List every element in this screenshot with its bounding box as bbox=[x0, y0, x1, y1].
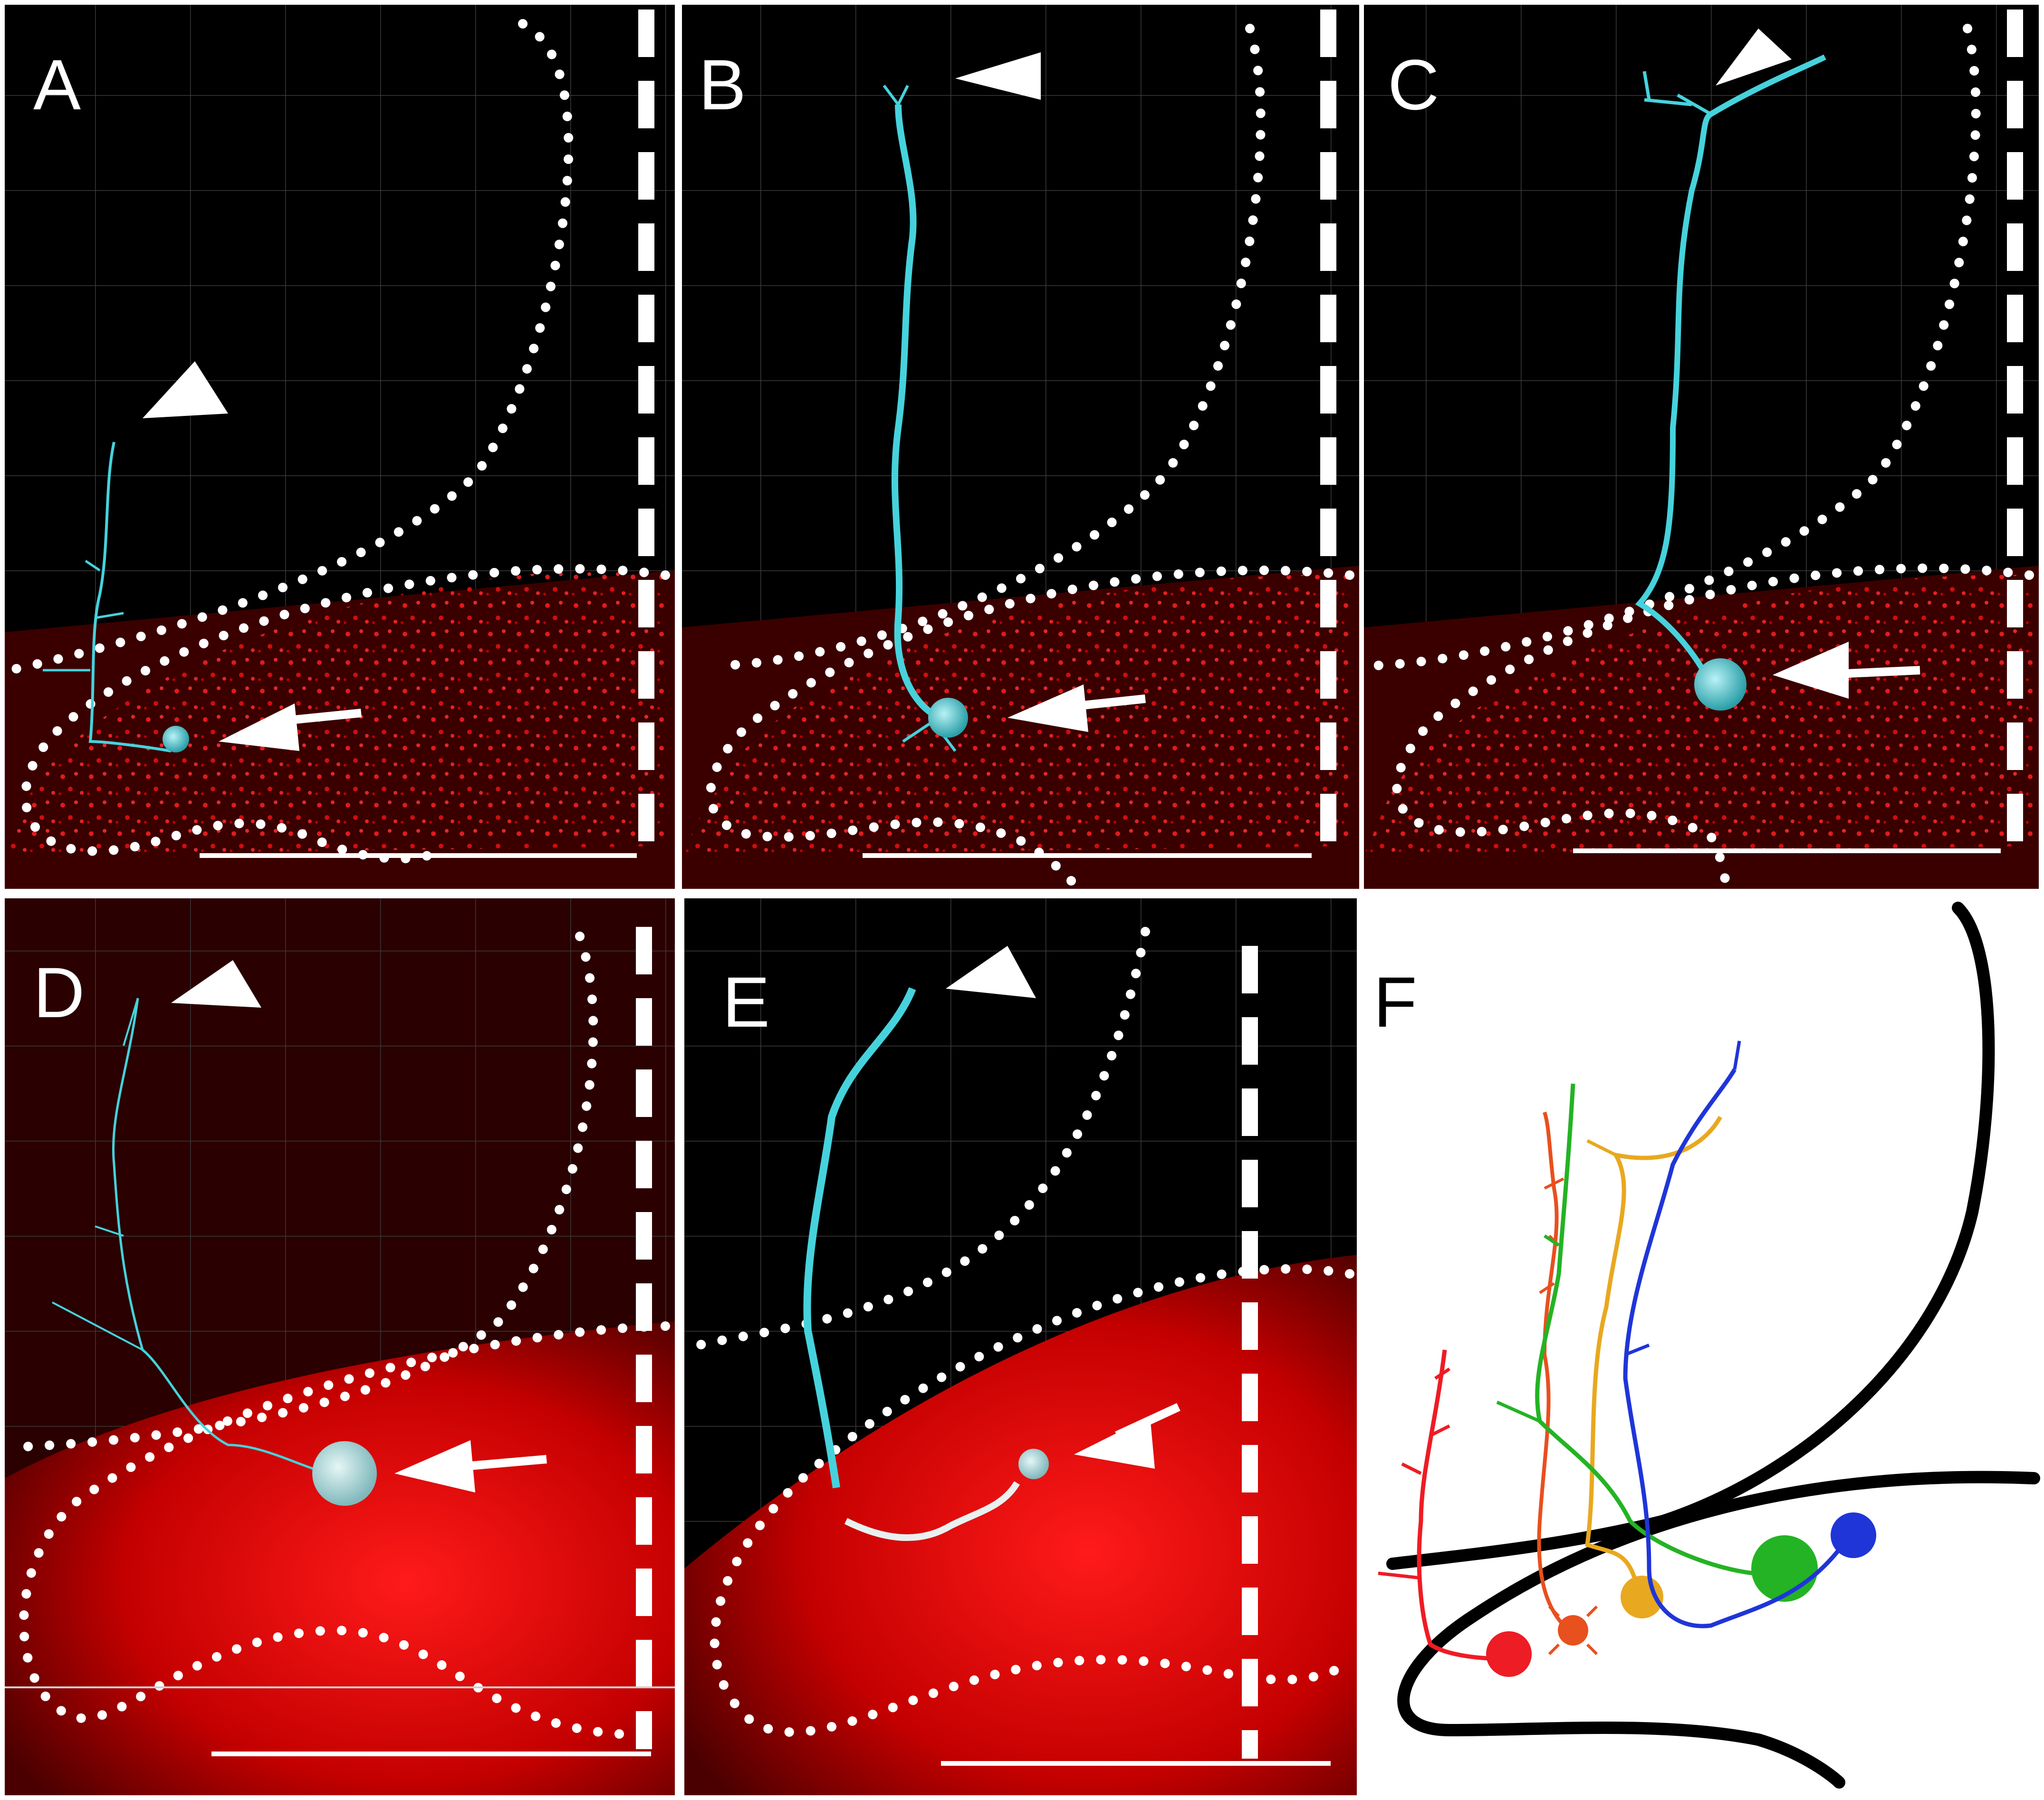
neuron-blue bbox=[1623, 1040, 1876, 1628]
panel-a: A bbox=[5, 5, 675, 889]
soma bbox=[163, 726, 189, 752]
arrowhead-icon bbox=[143, 361, 228, 418]
arrowhead-icon bbox=[955, 52, 1041, 100]
panel-e: E bbox=[684, 898, 1357, 1795]
traced-dendrite bbox=[1635, 54, 1826, 686]
outer-boundary-dotted bbox=[1373, 24, 1981, 670]
arrow-icon bbox=[1008, 684, 1146, 732]
panel-letter: C bbox=[1388, 45, 1439, 125]
traced-axon bbox=[844, 1481, 1020, 1541]
outer-boundary-dotted bbox=[5, 932, 598, 1452]
inner-boundary-dotted bbox=[706, 565, 1354, 889]
panel-b: B bbox=[682, 5, 1359, 889]
arrowhead-icon bbox=[171, 960, 261, 1008]
panel-f: F bbox=[1364, 898, 2044, 1795]
inner-boundary-dotted bbox=[1392, 563, 2034, 884]
panel-c: C bbox=[1364, 5, 2039, 889]
panel-letter: B bbox=[699, 45, 746, 125]
traced-dendrite bbox=[803, 987, 916, 1489]
outer-boundary-dotted bbox=[694, 927, 1150, 1350]
traced-dendrite bbox=[112, 998, 328, 1475]
panel-letter: D bbox=[33, 953, 85, 1032]
traced-dendrite bbox=[892, 104, 934, 716]
inner-boundary-line bbox=[1397, 1471, 2040, 1789]
soma bbox=[1018, 1449, 1049, 1479]
soma bbox=[312, 1441, 377, 1506]
neuron-orange bbox=[1537, 1111, 1598, 1656]
outer-boundary-dotted bbox=[5, 19, 574, 675]
arrow-icon bbox=[1773, 642, 1920, 699]
arrow-icon bbox=[394, 1440, 547, 1492]
inner-boundary-dotted bbox=[19, 1321, 670, 1740]
inner-boundary-dotted bbox=[710, 1264, 1354, 1737]
panel-letter: A bbox=[33, 45, 81, 125]
arrowhead-icon bbox=[1716, 29, 1792, 86]
arrowhead-icon bbox=[946, 946, 1036, 998]
panel-letter: E bbox=[722, 962, 770, 1042]
soma bbox=[928, 698, 968, 738]
traced-dendrite bbox=[88, 442, 172, 752]
inner-boundary-dotted bbox=[20, 564, 670, 864]
neuron-red bbox=[1378, 1349, 1532, 1677]
arrow-icon bbox=[1074, 1403, 1180, 1469]
panel-letter: F bbox=[1373, 962, 1417, 1042]
panel-d: D bbox=[5, 898, 675, 1795]
soma bbox=[1694, 658, 1747, 711]
arrow-icon bbox=[219, 703, 362, 751]
